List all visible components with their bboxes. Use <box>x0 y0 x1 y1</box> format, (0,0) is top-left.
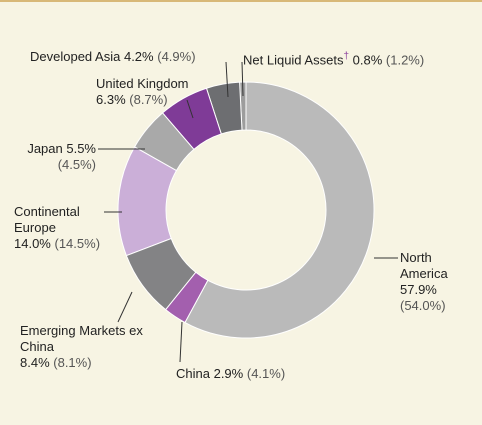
donut-slice <box>161 87 222 151</box>
donut-slice <box>133 112 195 172</box>
prior-value-label: (4.5%) <box>57 157 96 172</box>
donut-slice <box>184 81 375 339</box>
prior-value-label: (1.2%) <box>385 52 425 68</box>
leader-line <box>117 291 133 323</box>
slice-label: Net Liquid Assets† 0.8% (1.2%) <box>243 49 473 68</box>
category-name: Net Liquid Assets <box>243 52 344 68</box>
prior-value-label: (8.7%) <box>129 92 168 107</box>
leader-line <box>225 61 229 98</box>
category-name: North America <box>400 250 448 281</box>
value-label: 14.0% <box>14 236 51 251</box>
value-label: 6.3% <box>96 92 126 107</box>
prior-value-label: (14.5%) <box>54 236 101 251</box>
value-label: 0.8% <box>352 52 383 68</box>
value-label: 5.5% <box>66 141 96 156</box>
slice-label: Continental Europe 14.0% (14.5%) <box>14 204 114 252</box>
value-label: 2.9% <box>213 366 244 381</box>
category-name: Continental Europe <box>14 204 80 235</box>
prior-value-label: (54.0%) <box>400 298 446 313</box>
category-name: Japan <box>27 141 63 156</box>
value-label: 8.4% <box>20 355 50 370</box>
donut-slice <box>125 237 197 311</box>
slice-label: Emerging Markets ex China 8.4% (8.1%) <box>20 323 160 371</box>
category-name: Emerging Markets ex China <box>20 323 143 354</box>
leader-line <box>186 99 194 119</box>
value-label: 57.9% <box>400 282 437 297</box>
slice-label: North America 57.9% (54.0%) <box>400 250 470 314</box>
donut-slice <box>117 146 178 257</box>
slice-label: China 2.9% (4.1%) <box>176 366 376 382</box>
footnote-marker: † <box>343 51 350 62</box>
slice-label: Developed Asia 4.2% (4.9%) <box>30 49 250 65</box>
prior-value-label: (8.1%) <box>53 355 92 370</box>
donut-slice <box>164 271 209 324</box>
category-name: United Kingdom <box>96 76 189 91</box>
category-name: China <box>176 366 210 381</box>
donut-slice <box>205 81 243 135</box>
leader-lines <box>98 61 398 363</box>
value-label: 4.2% <box>123 49 154 64</box>
prior-value-label: (4.9%) <box>157 49 196 64</box>
leader-line <box>241 61 244 97</box>
leader-line <box>179 321 183 363</box>
prior-value-label: (4.1%) <box>246 366 286 381</box>
slice-label: United Kingdom 6.3% (8.7%) <box>96 76 216 108</box>
slice-label: Japan 5.5% (4.5%) <box>10 141 96 173</box>
category-name: Developed Asia <box>30 49 121 64</box>
